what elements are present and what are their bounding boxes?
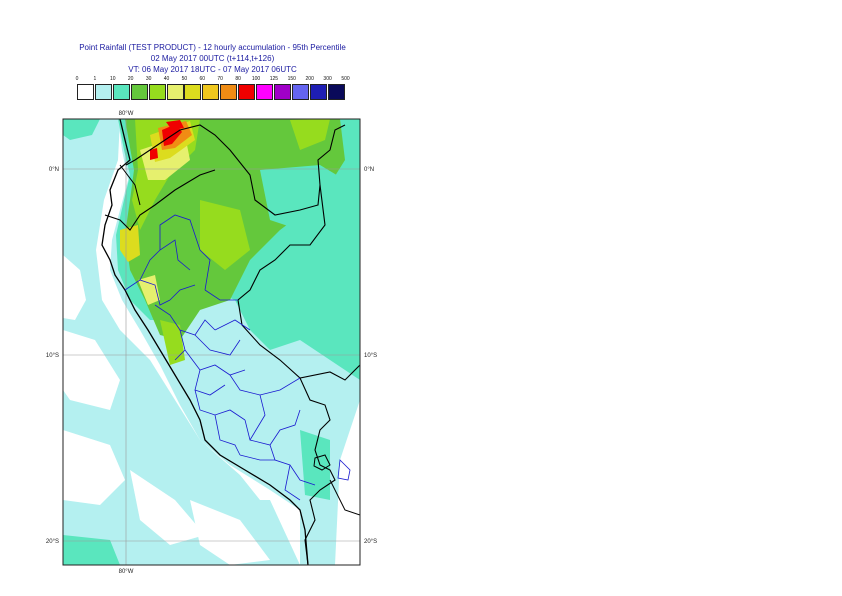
legend-threshold-label: 80: [235, 76, 241, 82]
legend-threshold-label: 200: [305, 76, 314, 82]
legend-threshold-label: 30: [145, 76, 152, 82]
legend-threshold-label: 300: [323, 76, 332, 82]
valid-time-line: VT: 06 May 2017 18UTC - 07 May 2017 06UT…: [128, 65, 297, 74]
data-time-line: 02 May 2017 00UTC (t+114,t+126): [150, 54, 275, 63]
legend-threshold-label: 50: [181, 76, 188, 82]
lat-label-right-10s: 10°S: [364, 353, 377, 359]
department-boundaries: [124, 214, 316, 501]
lon-label-top: 80°W: [119, 111, 134, 117]
legend-color-swatch: [148, 84, 166, 100]
legend-threshold-label: 100: [251, 76, 261, 82]
legend-threshold-label: 40: [163, 76, 170, 82]
legend-threshold-label: 500: [341, 76, 350, 82]
legend-color-swatch: [77, 84, 94, 100]
coastline: [101, 119, 309, 565]
legend-threshold-label: 10: [110, 76, 116, 82]
legend-threshold-label: 70: [217, 76, 223, 82]
legend-color-swatch: [273, 84, 291, 100]
legend-threshold-label: 20: [127, 76, 134, 82]
offshore-rain-area: [63, 119, 260, 500]
legend-threshold-label: 125: [269, 76, 279, 82]
lat-label-left-0: 0°N: [49, 167, 59, 173]
map-title: Point Rainfall (TEST PRODUCT) - 12 hourl…: [79, 43, 346, 52]
lake-titicaca: [313, 454, 331, 471]
lat-label-right-0: 0°N: [364, 167, 374, 173]
legend-color-swatch: [184, 84, 202, 100]
border-peru-bolivia: [299, 377, 336, 565]
lon-label-bottom: 80°W: [119, 569, 134, 575]
legend-threshold-label: 0: [75, 76, 79, 82]
legend-color-swatch: [309, 84, 327, 100]
legend-color-swatch: [291, 84, 309, 100]
legend-threshold-label: 150: [287, 76, 296, 82]
legend-color-swatch: [94, 84, 112, 100]
lat-label-left-10s: 10°S: [46, 353, 59, 359]
legend-threshold-label: 60: [199, 76, 206, 82]
legend-color-swatch: [166, 84, 184, 100]
legend-color-swatch: [202, 84, 220, 100]
legend-color-swatch: [130, 84, 148, 100]
legend-color-swatch: [256, 84, 273, 100]
legend-threshold-label: 1: [93, 76, 97, 82]
border-colombia-ecuador-peru: [125, 124, 346, 216]
map-frame: [62, 118, 361, 566]
legend-color-swatch: [238, 84, 256, 100]
legend-color-swatch: [112, 84, 130, 100]
lat-label-left-20s: 20°S: [46, 539, 59, 545]
legend-color-swatch: [327, 84, 345, 100]
legend-color-swatch: [220, 84, 238, 100]
lat-label-right-20s: 20°S: [364, 539, 377, 545]
